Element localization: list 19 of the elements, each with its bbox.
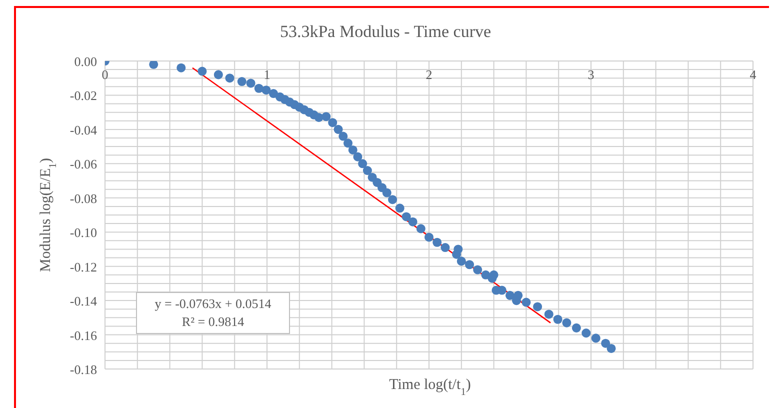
x-tick-label: 2 (426, 67, 432, 82)
y-tick-label: -0.18 (70, 362, 97, 377)
y-tick-label: -0.06 (70, 156, 98, 172)
y-tick-label: -0.08 (70, 190, 97, 206)
y-tick-label: -0.02 (70, 88, 97, 104)
x-tick-label: 4 (750, 67, 757, 82)
x-tick-label: 1 (264, 67, 270, 82)
annotation: R² = 0.9814 (180, 313, 246, 331)
y-tick-label: -0.14 (70, 294, 98, 309)
x-axis-title: Time log(t/t$_{1}$) (389, 377, 471, 398)
y-tick-label: -0.16 (70, 328, 98, 343)
x-tick-label: 0 (102, 67, 108, 82)
annotation: y = -0.0763x + 0.0514 (154, 295, 272, 313)
y-tick-label: -0.04 (70, 122, 98, 138)
chart-title: 53.3kPa Modulus - Time curve (278, 22, 492, 42)
y-tick-label: -0.12 (70, 259, 97, 274)
y-tick-label: -0.10 (70, 225, 97, 240)
y-tick-label: 0.00 (74, 54, 97, 69)
x-tick-label: 3 (588, 67, 594, 82)
